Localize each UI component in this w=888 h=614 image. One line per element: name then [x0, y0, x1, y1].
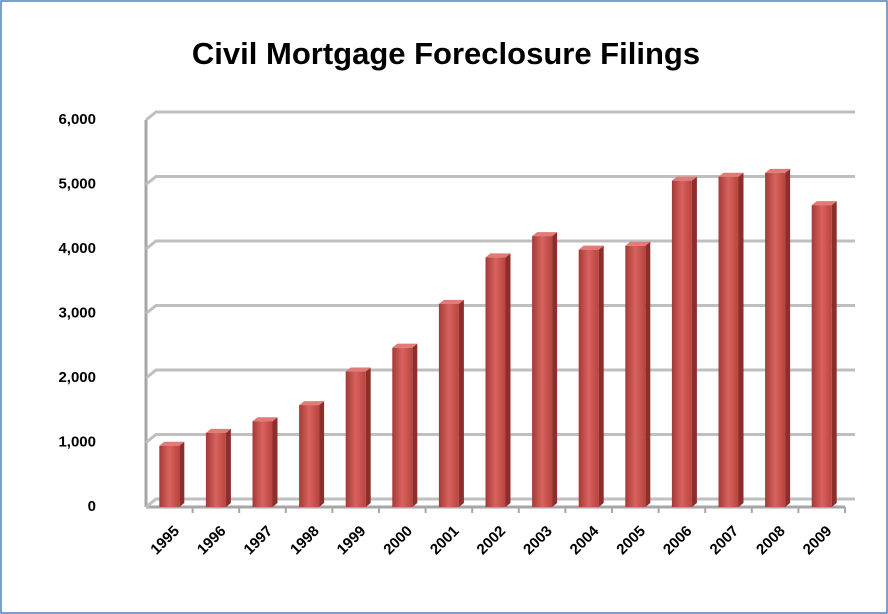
bar-top — [205, 428, 231, 433]
bar — [205, 432, 226, 507]
bar-side — [365, 367, 371, 507]
bar — [578, 249, 599, 507]
bar-side — [738, 172, 744, 507]
bar-side — [598, 245, 604, 507]
bar-side — [412, 343, 418, 507]
y-tick-label: 6,000 — [58, 111, 96, 128]
grid-line — [145, 368, 855, 380]
bar — [625, 245, 646, 507]
bar — [392, 347, 413, 507]
bar-top — [252, 417, 278, 422]
bar-top — [438, 299, 464, 304]
bar-top — [345, 367, 371, 372]
bar-side — [831, 201, 837, 507]
bar-top — [765, 168, 791, 173]
bar — [671, 180, 692, 507]
bar-side — [319, 401, 325, 507]
bar — [438, 303, 459, 507]
bar — [345, 371, 366, 507]
bar-side — [225, 428, 231, 507]
bar-top — [625, 241, 651, 246]
bar — [532, 236, 553, 507]
grid-line — [145, 175, 855, 186]
bar-top — [485, 253, 511, 258]
bar — [811, 205, 832, 507]
bar-side — [552, 232, 558, 507]
bar-top — [578, 245, 604, 250]
grid-line — [145, 497, 855, 509]
bar-side — [272, 417, 278, 507]
bar-side — [505, 253, 511, 507]
grid-line — [145, 304, 855, 315]
bar-side — [458, 299, 464, 507]
y-tick-label: 5,000 — [58, 175, 96, 192]
bar-top — [392, 343, 418, 348]
y-tick-label: 3,000 — [58, 304, 96, 321]
y-tick-label: 1,000 — [58, 433, 96, 450]
y-tick-label: 0 — [88, 498, 96, 515]
chart-title: Civil Mortgage Foreclosure Filings — [192, 36, 700, 71]
bar-top — [811, 201, 837, 206]
bar-top — [299, 401, 325, 406]
bar-side — [691, 176, 697, 507]
bar-top — [532, 232, 558, 237]
y-tick-label: 2,000 — [58, 369, 96, 386]
bar-side — [785, 168, 791, 507]
bar — [252, 421, 273, 507]
bar-top — [159, 441, 185, 446]
bar-top — [718, 172, 744, 177]
bar-top — [671, 176, 697, 181]
grid-line — [145, 110, 855, 122]
bar — [299, 405, 320, 507]
bar — [485, 257, 506, 507]
bar-side — [645, 241, 651, 507]
y-tick-label: 4,000 — [58, 240, 96, 257]
bar — [765, 172, 786, 507]
grid-line — [145, 433, 855, 444]
grid-line — [145, 239, 855, 251]
bar-side — [179, 441, 185, 507]
bar — [718, 176, 739, 507]
bar — [159, 445, 180, 507]
